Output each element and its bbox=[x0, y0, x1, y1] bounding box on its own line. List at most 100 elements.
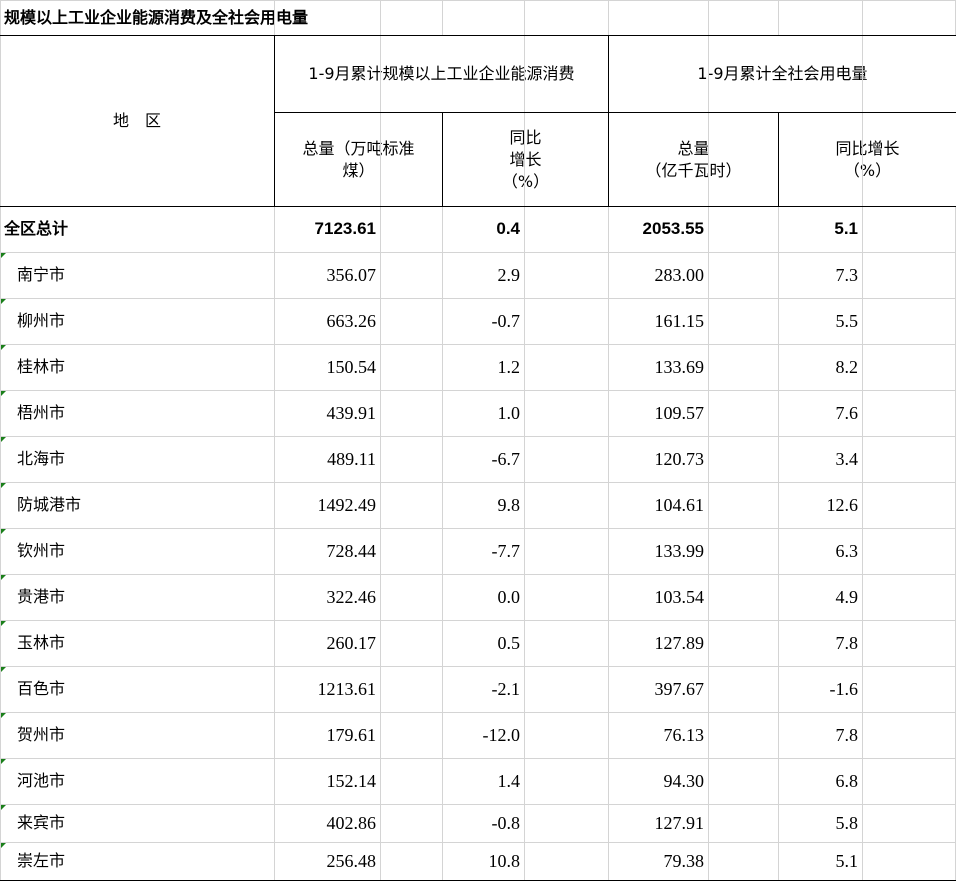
header-power-total[interactable]: 总量 （亿千瓦时） bbox=[645, 138, 742, 180]
cell-power-yoy[interactable]: 7.3 bbox=[835, 265, 859, 285]
cell-power-yoy[interactable]: 6.3 bbox=[835, 541, 859, 561]
header-power-yoy[interactable]: 同比增长 （%） bbox=[835, 138, 900, 180]
cell-energy-total[interactable]: 663.26 bbox=[326, 311, 377, 331]
gridline bbox=[0, 390, 956, 391]
cell-power-yoy[interactable]: 6.8 bbox=[835, 771, 859, 791]
cell-energy-total[interactable]: 356.07 bbox=[326, 265, 377, 285]
text-number-marker-icon bbox=[1, 437, 6, 442]
cell-energy-total[interactable]: 150.54 bbox=[326, 357, 377, 377]
cell-power-yoy[interactable]: 12.6 bbox=[826, 495, 859, 515]
gridline bbox=[524, 206, 525, 881]
cell-energy-yoy[interactable]: 0.5 bbox=[497, 633, 521, 653]
header-power-group[interactable]: 1-9月累计全社会用电量 bbox=[697, 64, 868, 83]
cell-energy-total[interactable]: 728.44 bbox=[326, 541, 377, 561]
cell-energy-total[interactable]: 1492.49 bbox=[317, 495, 377, 515]
cell-energy-yoy[interactable]: -7.7 bbox=[491, 541, 521, 561]
cell-energy-yoy[interactable]: 0.4 bbox=[496, 219, 520, 238]
text-number-marker-icon bbox=[1, 345, 6, 350]
cell-energy-yoy[interactable]: 1.2 bbox=[497, 357, 521, 377]
region-name[interactable]: 贺州市 bbox=[17, 725, 66, 744]
cell-energy-total[interactable]: 489.11 bbox=[327, 449, 376, 469]
sheet-title[interactable]: 规模以上工业企业能源消费及全社会用电量 bbox=[4, 7, 309, 27]
cell-power-total[interactable]: 127.89 bbox=[654, 633, 705, 653]
cell-power-yoy[interactable]: 3.4 bbox=[835, 449, 859, 469]
cell-power-yoy[interactable]: -1.6 bbox=[829, 679, 859, 699]
cell-power-total[interactable]: 76.13 bbox=[663, 725, 705, 745]
cell-power-yoy[interactable]: 5.1 bbox=[834, 219, 858, 238]
region-name[interactable]: 百色市 bbox=[17, 679, 66, 698]
header-energy-yoy[interactable]: 同比 增长 （%） bbox=[501, 127, 550, 191]
region-name[interactable]: 钦州市 bbox=[17, 541, 66, 560]
border bbox=[274, 112, 956, 113]
cell-energy-yoy[interactable]: 10.8 bbox=[488, 851, 521, 871]
text-number-marker-icon bbox=[1, 299, 6, 304]
cell-power-yoy[interactable]: 4.9 bbox=[835, 587, 859, 607]
cell-power-yoy[interactable]: 5.1 bbox=[835, 851, 859, 871]
cell-power-total[interactable]: 120.73 bbox=[654, 449, 705, 469]
cell-power-yoy[interactable]: 8.2 bbox=[835, 357, 859, 377]
cell-power-total[interactable]: 133.69 bbox=[654, 357, 705, 377]
region-name[interactable]: 玉林市 bbox=[17, 633, 66, 652]
cell-energy-total[interactable]: 152.14 bbox=[326, 771, 377, 791]
cell-power-yoy[interactable]: 7.6 bbox=[835, 403, 859, 423]
cell-energy-yoy[interactable]: 1.0 bbox=[497, 403, 521, 423]
gridline bbox=[778, 0, 779, 36]
cell-power-total[interactable]: 2053.55 bbox=[642, 219, 704, 238]
cell-power-total[interactable]: 104.61 bbox=[654, 495, 705, 515]
cell-power-yoy[interactable]: 5.8 bbox=[835, 813, 859, 833]
region-name[interactable]: 贵港市 bbox=[17, 587, 66, 606]
cell-energy-yoy[interactable]: -0.8 bbox=[491, 813, 521, 833]
region-name[interactable]: 北海市 bbox=[17, 449, 66, 468]
cell-power-yoy[interactable]: 7.8 bbox=[835, 633, 859, 653]
text-number-marker-icon bbox=[1, 713, 6, 718]
total-region-name[interactable]: 全区总计 bbox=[4, 219, 69, 238]
cell-energy-yoy[interactable]: -0.7 bbox=[491, 311, 521, 331]
text-number-marker-icon bbox=[1, 759, 6, 764]
cell-power-total[interactable]: 133.99 bbox=[654, 541, 705, 561]
cell-power-total[interactable]: 103.54 bbox=[654, 587, 705, 607]
cell-power-total[interactable]: 109.57 bbox=[654, 403, 705, 423]
region-name[interactable]: 桂林市 bbox=[17, 357, 66, 376]
region-name[interactable]: 防城港市 bbox=[17, 495, 82, 514]
cell-energy-yoy[interactable]: -12.0 bbox=[482, 725, 521, 745]
text-number-marker-icon bbox=[1, 843, 6, 848]
cell-power-yoy[interactable]: 7.8 bbox=[835, 725, 859, 745]
region-name[interactable]: 南宁市 bbox=[17, 265, 66, 284]
cell-energy-yoy[interactable]: -6.7 bbox=[491, 449, 521, 469]
cell-power-total[interactable]: 397.67 bbox=[654, 679, 705, 699]
cell-energy-total[interactable]: 7123.61 bbox=[314, 219, 376, 238]
gridline bbox=[708, 206, 709, 881]
cell-energy-yoy[interactable]: 2.9 bbox=[497, 265, 521, 285]
gridline bbox=[608, 206, 609, 881]
cell-energy-total[interactable]: 260.17 bbox=[326, 633, 377, 653]
cell-energy-total[interactable]: 402.86 bbox=[326, 813, 377, 833]
cell-energy-yoy[interactable]: 0.0 bbox=[497, 587, 521, 607]
gridline bbox=[0, 298, 956, 299]
cell-power-total[interactable]: 127.91 bbox=[654, 813, 705, 833]
region-name[interactable]: 来宾市 bbox=[17, 813, 66, 832]
region-name[interactable]: 柳州市 bbox=[17, 311, 66, 330]
cell-power-total[interactable]: 94.30 bbox=[663, 771, 705, 791]
header-energy-group[interactable]: 1-9月累计规模以上工业企业能源消费 bbox=[308, 64, 575, 83]
cell-power-yoy[interactable]: 5.5 bbox=[835, 311, 859, 331]
cell-energy-total[interactable]: 439.91 bbox=[326, 403, 377, 423]
gridline bbox=[0, 842, 956, 843]
text-number-marker-icon bbox=[1, 621, 6, 626]
header-energy-total[interactable]: 总量（万吨标准 煤） bbox=[302, 138, 415, 180]
cell-energy-yoy[interactable]: 9.8 bbox=[497, 495, 521, 515]
region-name[interactable]: 崇左市 bbox=[17, 851, 66, 870]
cell-power-total[interactable]: 161.15 bbox=[654, 311, 705, 331]
cell-power-total[interactable]: 79.38 bbox=[663, 851, 705, 871]
region-name[interactable]: 河池市 bbox=[17, 771, 66, 790]
text-number-marker-icon bbox=[1, 529, 6, 534]
cell-energy-yoy[interactable]: -2.1 bbox=[491, 679, 521, 699]
cell-power-total[interactable]: 283.00 bbox=[654, 265, 705, 285]
region-name[interactable]: 梧州市 bbox=[17, 403, 66, 422]
cell-energy-total[interactable]: 1213.61 bbox=[317, 679, 377, 699]
header-region[interactable]: 地 区 bbox=[112, 111, 161, 130]
cell-energy-total[interactable]: 322.46 bbox=[326, 587, 377, 607]
cell-energy-yoy[interactable]: 1.4 bbox=[497, 771, 521, 791]
cell-energy-total[interactable]: 179.61 bbox=[326, 725, 377, 745]
cell-energy-total[interactable]: 256.48 bbox=[326, 851, 377, 871]
